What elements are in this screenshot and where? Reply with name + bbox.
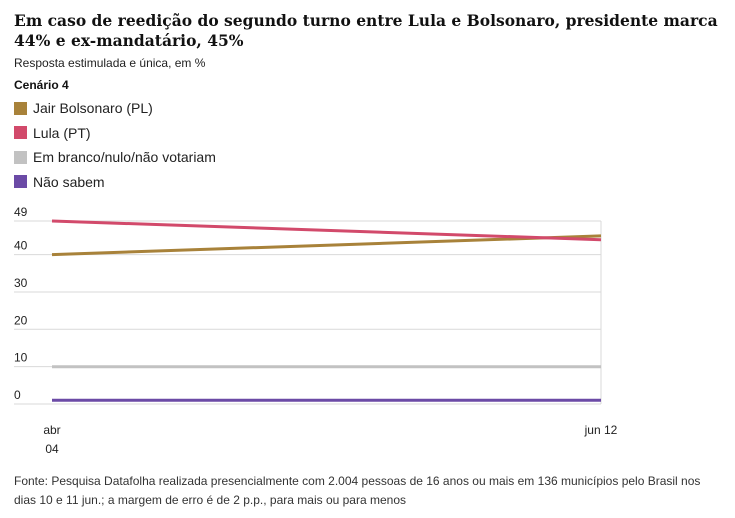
x-tick-label: abr — [43, 423, 60, 437]
y-axis-ticks: 0 10 20 30 40 49 — [14, 205, 28, 402]
legend-swatch — [14, 126, 27, 140]
legend-swatch — [14, 150, 27, 164]
scenario-label: Cenário 4 — [14, 78, 69, 92]
y-tick-label: 20 — [14, 313, 28, 327]
legend-swatch — [14, 175, 27, 189]
chart-subtitle: Resposta estimulada e única, em % — [14, 56, 206, 70]
y-tick-label: 10 — [14, 351, 28, 365]
legend: Jair Bolsonaro (PL) Lula (PT) Em branco/… — [14, 96, 216, 194]
y-tick-label: 0 — [14, 388, 21, 402]
y-tick-label: 40 — [14, 239, 28, 253]
source-note: Fonte: Pesquisa Datafolha realizada pres… — [14, 474, 701, 507]
x-axis-ticks: abr 04 jun 12 — [43, 423, 617, 456]
y-tick-label: 30 — [14, 276, 28, 290]
series-line — [51, 219, 602, 242]
chart-title: Em caso de reedição do segundo turno ent… — [14, 11, 718, 50]
legend-item-nao-sabem: Não sabem — [14, 170, 216, 195]
legend-label: Lula (PT) — [33, 124, 91, 141]
legend-item-bolsonaro: Jair Bolsonaro (PL) — [14, 96, 216, 121]
legend-label: Jair Bolsonaro (PL) — [33, 100, 153, 117]
legend-item-branco-nulo: Em branco/nulo/não votariam — [14, 145, 216, 170]
legend-item-lula: Lula (PT) — [14, 121, 216, 146]
legend-swatch — [14, 101, 27, 115]
series-lines — [51, 219, 602, 402]
x-tick-label: 04 — [45, 442, 59, 456]
series-line — [51, 234, 602, 257]
grid — [14, 220, 602, 405]
legend-label: Em branco/nulo/não votariam — [33, 149, 216, 166]
legend-label: Não sabem — [33, 173, 105, 190]
x-tick-label: jun 12 — [584, 423, 618, 437]
y-tick-label: 49 — [14, 205, 28, 219]
